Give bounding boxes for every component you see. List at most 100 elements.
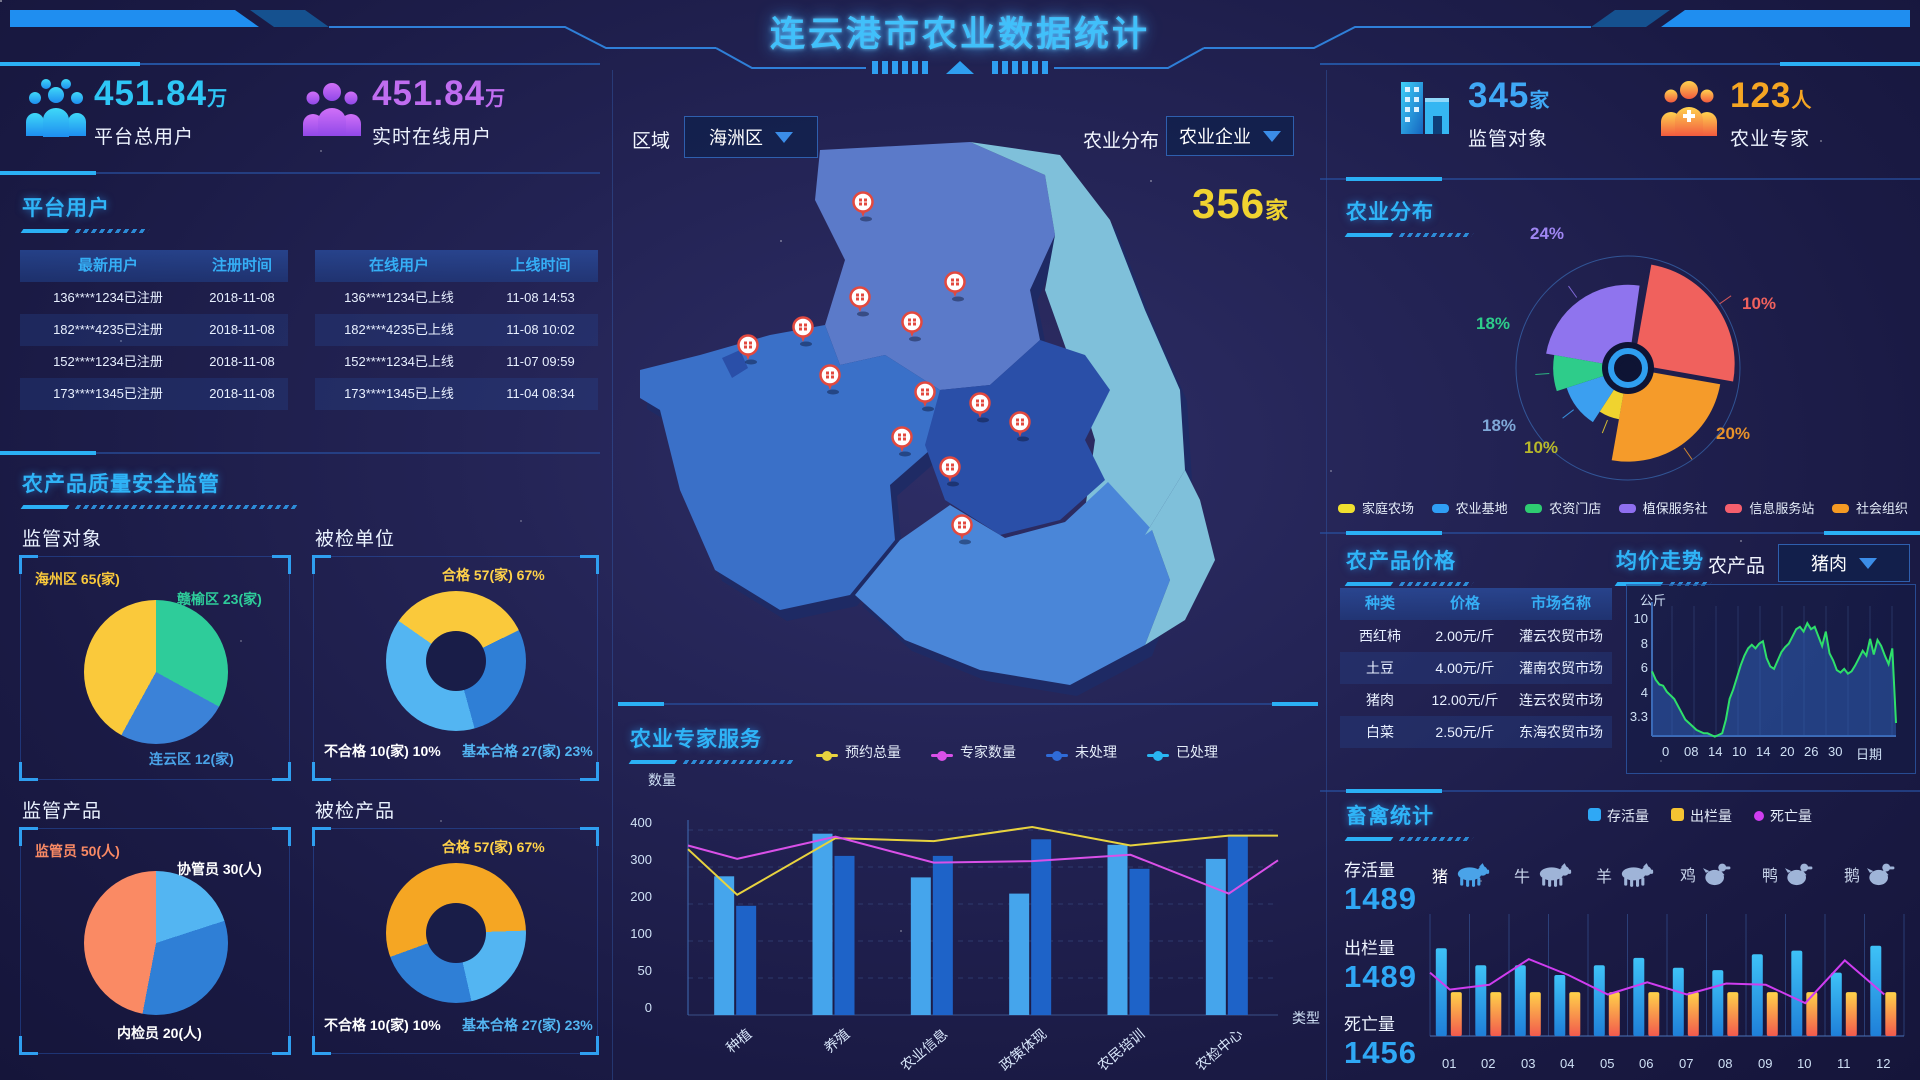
legend-item[interactable]: 专家数量 [931,742,1016,762]
bar[interactable] [1766,992,1778,1036]
bar[interactable] [1687,992,1699,1036]
bar[interactable] [834,855,855,1015]
divider [0,451,600,455]
map-pin[interactable] [819,364,841,395]
bar[interactable] [1490,992,1502,1036]
bar[interactable] [1569,992,1581,1036]
rose-slice[interactable] [1633,264,1735,382]
product-select[interactable]: 猪肉 [1778,544,1910,582]
map-pin[interactable] [852,191,874,222]
bar[interactable] [1633,957,1645,1036]
bar[interactable] [1608,992,1620,1036]
bar[interactable] [1031,839,1052,1016]
distribution-select[interactable]: 农业企业 [1166,116,1294,156]
legend-item[interactable]: 未处理 [1046,742,1117,762]
bar[interactable] [1791,950,1803,1036]
map-pin[interactable] [849,286,871,317]
bar[interactable] [812,833,833,1015]
rose-slice[interactable] [1553,355,1628,392]
y-tick: 8 [1640,636,1648,651]
map-pin[interactable] [901,311,923,342]
legend-item[interactable]: 信息服务站 [1725,498,1814,517]
supervised-objects-value: 345 [1468,76,1530,115]
bar[interactable] [1129,868,1150,1015]
map-pin[interactable] [939,456,961,487]
pie-chart-supervise-product[interactable] [84,871,228,1015]
bar[interactable] [910,877,931,1015]
map-pin[interactable] [951,514,973,545]
legend-item[interactable]: 社会组织 [1831,498,1908,517]
bar[interactable] [1554,975,1566,1036]
region-select[interactable]: 海洲区 [684,116,818,158]
legend-item[interactable]: 已处理 [1147,742,1218,762]
bar[interactable] [1845,992,1857,1036]
map-pin[interactable] [891,426,913,457]
bar[interactable] [1870,945,1882,1036]
bar[interactable] [1205,858,1226,1015]
bar[interactable] [736,905,757,1015]
bar[interactable] [1593,965,1605,1036]
price-trend-chart[interactable] [1650,598,1902,750]
map-pin[interactable] [944,271,966,302]
map-district[interactable] [925,340,1110,535]
bar[interactable] [1514,965,1526,1036]
bar[interactable] [1450,992,1462,1036]
map-district[interactable] [855,482,1170,685]
legend-item[interactable]: 家庭农场 [1338,498,1414,517]
bar[interactable] [1648,992,1660,1036]
animal-tab-chicken[interactable]: 鸡 [1680,860,1732,888]
trend-xaxis-label: 日期 [1856,747,1883,762]
animal-tab-cow[interactable]: 牛 [1514,862,1572,888]
bar[interactable] [1806,992,1818,1036]
legend-item[interactable]: 预约总量 [816,742,901,762]
bar[interactable] [1885,992,1897,1036]
experts-icon [1658,76,1720,143]
legend-item[interactable]: 死亡量 [1754,806,1812,826]
legend-item[interactable]: 植保服务社 [1618,498,1708,517]
bar[interactable] [1227,835,1248,1015]
x-tick: 14 [1756,744,1771,759]
distribution-rose-chart[interactable] [1500,240,1756,496]
map-pin[interactable] [969,392,991,423]
bar[interactable] [932,855,953,1015]
bar[interactable] [1672,967,1684,1036]
price-table-header: 种类 价格 市场名称 [1340,588,1612,620]
bar[interactable] [1529,992,1541,1036]
map-pin[interactable] [1009,411,1031,442]
livestock-chart[interactable] [1428,908,1906,1054]
animal-tab-goose[interactable]: 鹅 [1844,860,1896,888]
legend-item[interactable]: 农业基地 [1431,498,1508,517]
map-district[interactable] [1145,470,1215,645]
map-district[interactable] [640,325,940,610]
animal-tab-sheep[interactable]: 羊 [1596,862,1654,888]
expert-service-chart[interactable] [630,810,1320,1040]
bar[interactable] [1712,970,1724,1036]
bar[interactable] [1475,965,1487,1036]
bar[interactable] [1009,893,1030,1015]
legend-item[interactable]: 出栏量 [1671,806,1732,826]
bar[interactable] [1830,972,1842,1036]
bar[interactable] [1435,948,1447,1036]
city-map[interactable] [640,140,1320,700]
pie-label: 监管员 50(人) [35,843,120,859]
bar[interactable] [714,876,735,1016]
bar[interactable] [1107,844,1128,1015]
pie-label: 基本合格 27(家) 23% [462,1017,593,1033]
bar[interactable] [1727,992,1739,1036]
pie-label: 协管员 30(人) [177,861,262,877]
map-district[interactable] [815,142,1055,390]
month-tick: 11 [1837,1056,1851,1071]
animal-tab-duck[interactable]: 鸭 [1762,860,1814,888]
map-pin[interactable] [914,381,936,412]
month-tick: 12 [1876,1056,1891,1071]
x-tick: 30 [1828,744,1843,759]
animal-tab-pig[interactable]: 猪 [1432,862,1490,888]
legend-item[interactable]: 存活量 [1588,806,1649,826]
table-row: 173****1345已注册 2018-11-08 [20,378,288,410]
pie-chart-supervise-target[interactable] [84,600,228,744]
map-pin[interactable] [792,316,814,347]
x-tick: 08 [1684,744,1699,759]
legend-item[interactable]: 农资门店 [1525,498,1601,517]
bar[interactable] [1751,954,1763,1036]
map-pin[interactable] [737,334,759,365]
